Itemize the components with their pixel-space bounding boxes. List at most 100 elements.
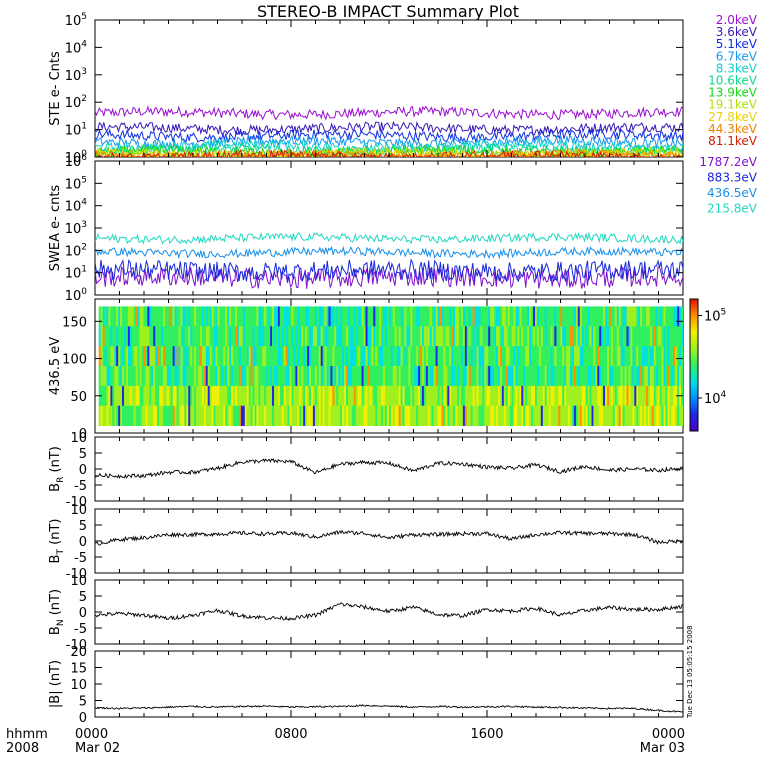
ste-legend-2.0keV: 2.0keV: [716, 13, 758, 27]
heatmap-cell: [388, 306, 392, 327]
heatmap-cell: [369, 306, 372, 327]
heatmap-cell: [675, 326, 678, 347]
heatmap-cell: [353, 366, 357, 387]
heatmap-cell: [174, 326, 177, 347]
heatmap-cell: [309, 405, 312, 426]
br-plot-area: [95, 458, 683, 479]
heatmap-cell: [464, 346, 468, 367]
pad-y-tick-label: 50: [70, 390, 87, 405]
heatmap-cell: [523, 366, 526, 387]
heatmap-cell: [182, 346, 185, 367]
heatmap-cell: [223, 346, 226, 367]
heatmap-cell: [630, 346, 633, 367]
heatmap-cell: [538, 385, 542, 407]
heatmap-cell: [127, 346, 131, 367]
heatmap-cell: [322, 385, 325, 407]
heatmap-cell: [114, 346, 117, 367]
heatmap-cell: [494, 306, 497, 327]
heatmap-cell: [433, 346, 436, 367]
heatmap-cell: [556, 326, 559, 347]
heatmap-cell: [425, 385, 429, 407]
heatmap-cell: [242, 326, 246, 347]
heatmap-cell: [486, 346, 489, 367]
heatmap-cell: [482, 346, 485, 367]
heatmap-cell: [106, 306, 109, 327]
heatmap-cell: [681, 405, 683, 426]
heatmap-cell: [332, 346, 335, 367]
heatmap-cell: [542, 385, 546, 407]
heatmap-cell: [431, 326, 434, 347]
heatmap-cell: [521, 306, 524, 327]
heatmap-cell: [566, 366, 569, 387]
heatmap-cell: [293, 366, 296, 387]
heatmap-cell: [441, 326, 444, 347]
heatmap-cell: [291, 346, 294, 367]
heatmap-cell: [385, 326, 388, 347]
heatmap-cell: [573, 385, 577, 407]
heatmap-cell: [636, 385, 639, 407]
heatmap-cell: [281, 385, 285, 407]
heatmap-cell: [610, 326, 614, 347]
heatmap-cell: [597, 385, 600, 407]
heatmap-cell: [328, 405, 331, 426]
heatmap-cell: [453, 326, 456, 347]
heatmap-cell: [201, 326, 205, 347]
heatmap-cell: [336, 306, 339, 327]
heatmap-cell: [159, 385, 162, 407]
heatmap-cell: [200, 306, 203, 327]
heatmap-cell: [349, 385, 353, 407]
heatmap-cell: [480, 366, 483, 387]
heatmap-cell: [342, 405, 345, 426]
heatmap-cell: [418, 405, 421, 426]
heatmap-cell: [301, 385, 304, 407]
heatmap-cell: [332, 366, 335, 387]
heatmap-cell: [176, 405, 179, 426]
heatmap-cell: [221, 385, 224, 407]
heatmap-cell: [125, 385, 129, 407]
heatmap-cell: [131, 306, 135, 327]
heatmap-cell: [437, 385, 440, 407]
heatmap-cell: [262, 405, 265, 426]
bmag-y-tick-label: 5: [79, 695, 87, 710]
heatmap-cell: [515, 346, 518, 367]
heatmap-cell: [371, 326, 374, 347]
bn-y-tick-label: 0: [79, 606, 87, 621]
pad-y-tick-label: 150: [62, 315, 87, 330]
heatmap-cell: [176, 346, 179, 367]
heatmap-cell: [412, 385, 415, 407]
heatmap-cell: [381, 366, 384, 387]
swea-y-tick-label: 100: [65, 287, 88, 304]
heatmap-cell: [346, 385, 349, 407]
heatmap-cell: [573, 405, 577, 426]
heatmap-cell: [114, 326, 117, 347]
heatmap-cell: [172, 326, 175, 347]
heatmap-cell: [242, 306, 246, 327]
heatmap-cell: [330, 326, 333, 347]
heatmap-cell: [330, 385, 333, 407]
heatmap-cell: [125, 366, 129, 387]
heatmap-cell: [233, 385, 236, 407]
heatmap-cell: [626, 385, 629, 407]
heatmap-cell: [266, 366, 269, 387]
heatmap-cell: [127, 366, 131, 387]
heatmap-cell: [519, 306, 522, 327]
heatmap-cell: [326, 405, 329, 426]
heatmap-cell: [496, 405, 499, 426]
heatmap-cell: [133, 306, 136, 327]
heatmap-cell: [583, 385, 586, 407]
heatmap-cell: [196, 385, 199, 407]
heatmap-cell: [371, 405, 374, 426]
heatmap-cell: [367, 385, 370, 407]
heatmap-cell: [484, 405, 487, 426]
heatmap-cell: [316, 306, 320, 327]
heatmap-cell: [612, 405, 616, 426]
heatmap-cell: [618, 366, 621, 387]
heatmap-cell: [256, 306, 259, 327]
heatmap-cell: [521, 346, 524, 367]
heatmap-cell: [229, 366, 232, 387]
swea-series-215.8eV: [95, 231, 683, 245]
heatmap-cell: [139, 366, 142, 387]
heatmap-cell: [558, 366, 561, 387]
heatmap-cell: [535, 326, 538, 347]
heatmap-cell: [244, 306, 248, 327]
